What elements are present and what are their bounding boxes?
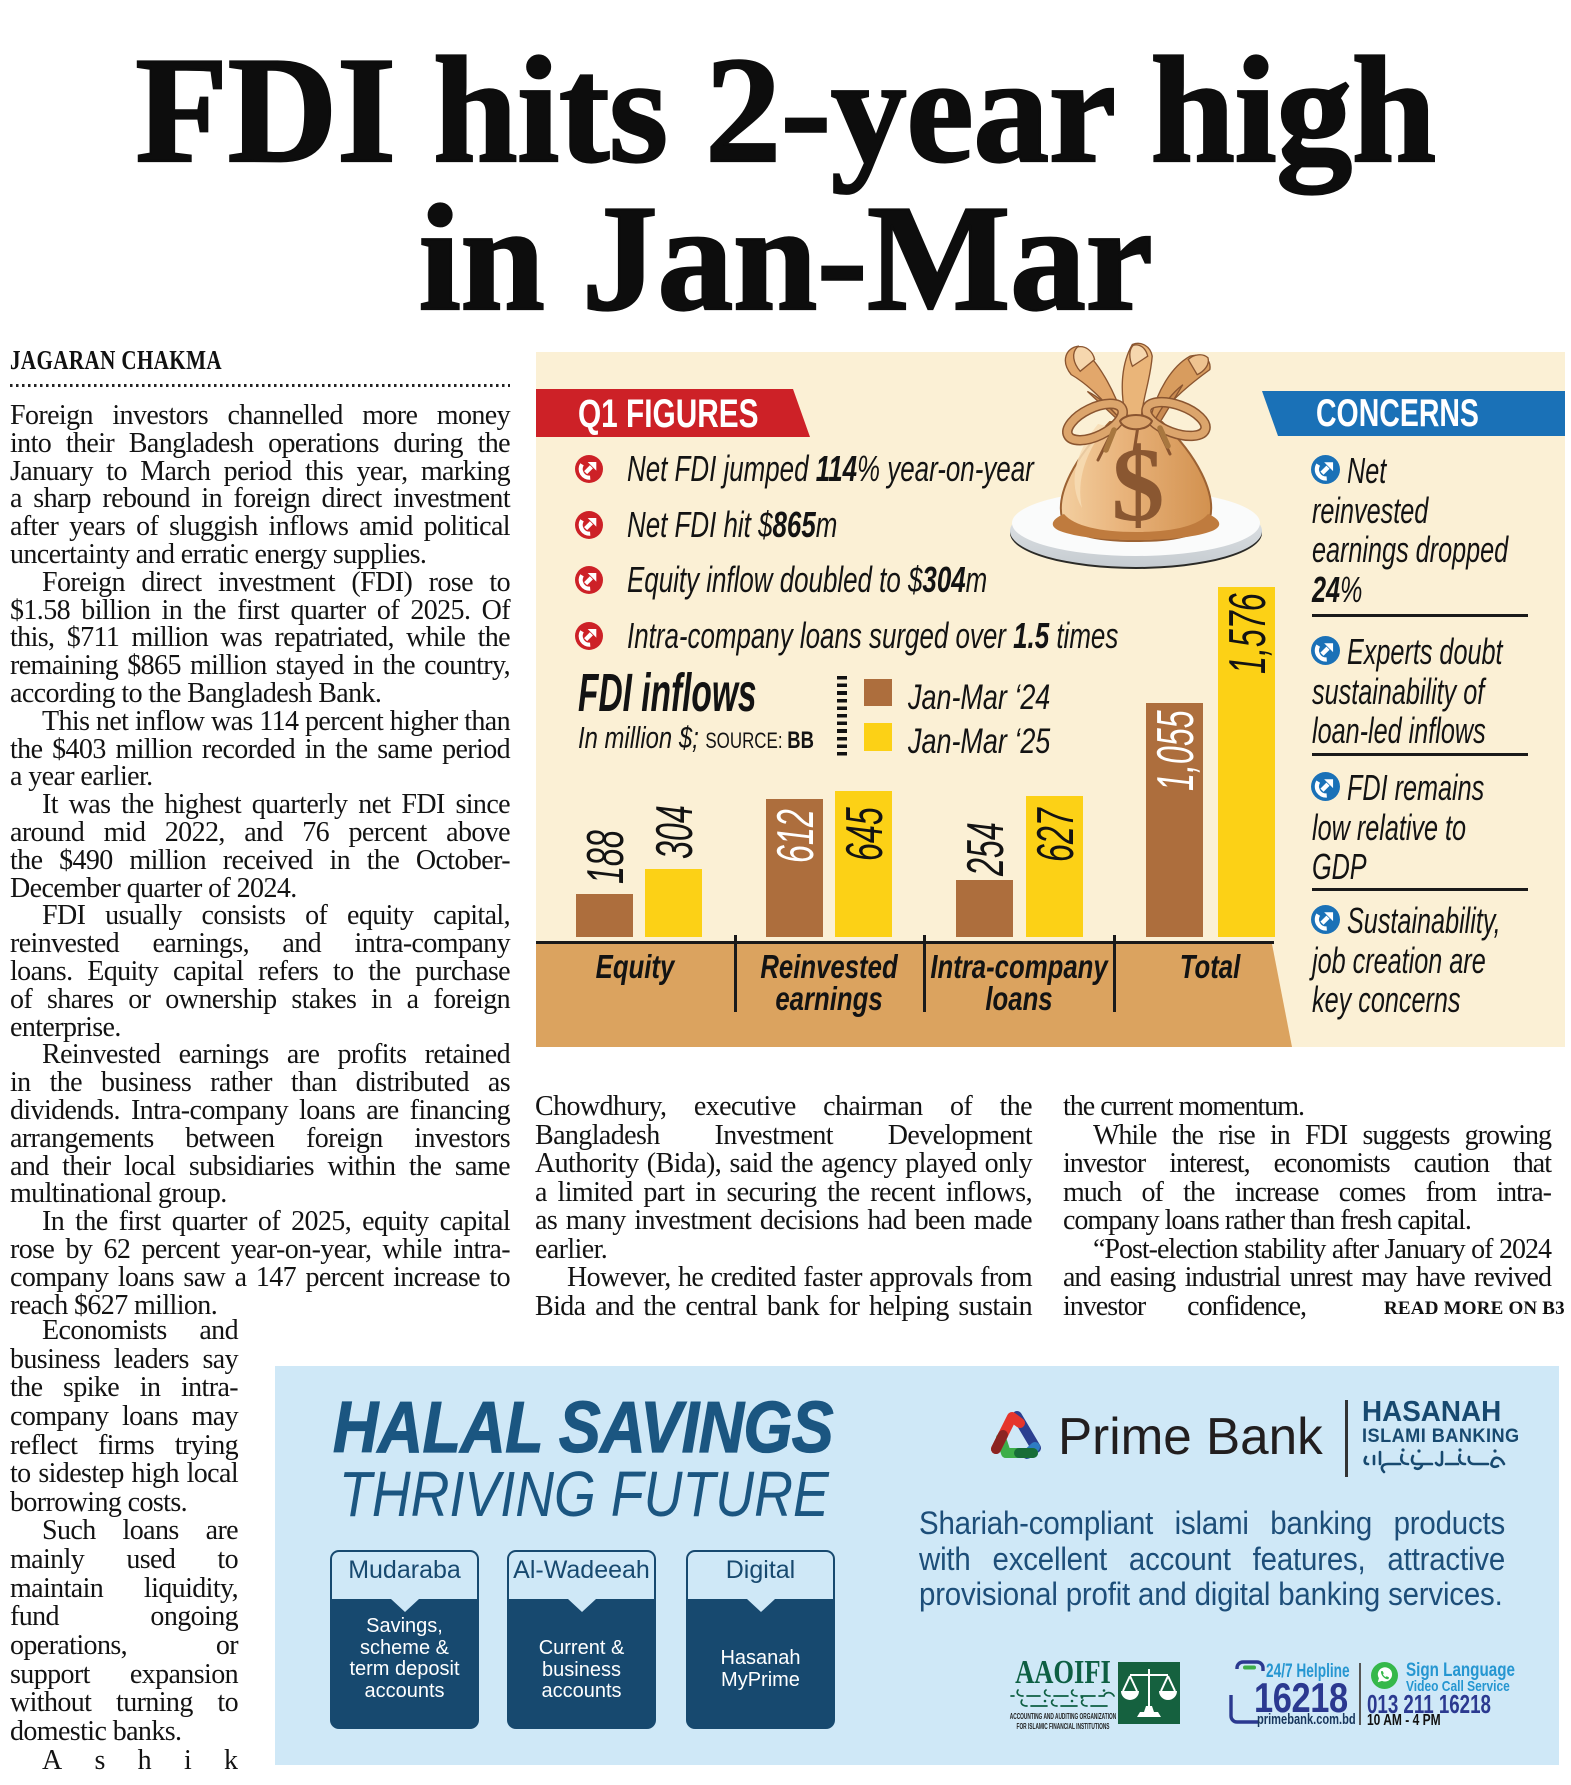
svg-text:$: $ [1112,426,1165,543]
